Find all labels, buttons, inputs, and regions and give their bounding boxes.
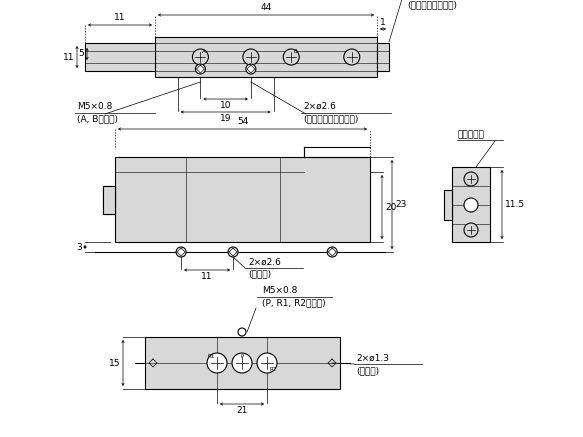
- Text: M5×0.8: M5×0.8: [262, 286, 297, 295]
- Text: 11: 11: [201, 272, 213, 281]
- Circle shape: [464, 223, 478, 237]
- Text: R2: R2: [269, 367, 276, 372]
- Bar: [85, 43, 155, 71]
- Bar: [115, 157, 370, 242]
- Bar: [444, 190, 452, 220]
- Bar: [377, 43, 389, 71]
- Text: 21: 21: [236, 406, 248, 415]
- Bar: [155, 37, 377, 77]
- Text: A: A: [202, 49, 206, 54]
- Bar: [452, 167, 490, 242]
- Circle shape: [344, 49, 360, 65]
- Circle shape: [192, 49, 208, 65]
- Bar: [103, 186, 115, 214]
- Circle shape: [327, 247, 337, 257]
- Text: 11.5: 11.5: [505, 200, 525, 209]
- Text: 11: 11: [114, 13, 126, 22]
- Text: 23: 23: [395, 200, 406, 209]
- Text: 1: 1: [380, 18, 386, 27]
- Text: 20: 20: [385, 202, 396, 212]
- Text: 10: 10: [220, 101, 231, 110]
- Text: 3: 3: [76, 243, 82, 252]
- Text: (取付用): (取付用): [248, 269, 271, 278]
- Text: (マニホールド取付用): (マニホールド取付用): [303, 114, 358, 123]
- Bar: [145, 337, 340, 389]
- Text: 2×ø1.3: 2×ø1.3: [356, 354, 389, 363]
- Circle shape: [464, 172, 478, 186]
- Circle shape: [238, 328, 246, 336]
- Text: B: B: [293, 49, 297, 54]
- Text: (パイロットポート): (パイロットポート): [407, 0, 457, 9]
- Text: R1: R1: [208, 354, 215, 359]
- Circle shape: [246, 64, 256, 74]
- Text: (呼吸穴): (呼吸穴): [356, 366, 379, 375]
- Text: 11: 11: [62, 52, 74, 62]
- Text: 5: 5: [78, 49, 84, 59]
- Bar: [103, 186, 115, 214]
- Circle shape: [283, 49, 299, 65]
- Circle shape: [464, 198, 478, 212]
- Circle shape: [195, 64, 205, 74]
- Text: 2×ø2.6: 2×ø2.6: [248, 258, 281, 267]
- Text: 2×ø2.6: 2×ø2.6: [303, 102, 336, 111]
- Text: M5×0.8: M5×0.8: [77, 102, 113, 111]
- Circle shape: [232, 353, 252, 373]
- Circle shape: [207, 353, 227, 373]
- Text: (A, Bポート): (A, Bポート): [77, 114, 118, 123]
- Text: 44: 44: [261, 3, 272, 12]
- Text: 54: 54: [237, 117, 248, 126]
- Circle shape: [228, 247, 238, 257]
- Text: マニュアル: マニュアル: [457, 130, 484, 139]
- Text: (P, R1, R2ポート): (P, R1, R2ポート): [262, 298, 326, 307]
- Circle shape: [243, 49, 259, 65]
- Text: 15: 15: [108, 358, 120, 368]
- Text: P: P: [240, 354, 244, 359]
- Circle shape: [257, 353, 277, 373]
- Text: 19: 19: [220, 114, 231, 123]
- Circle shape: [176, 247, 186, 257]
